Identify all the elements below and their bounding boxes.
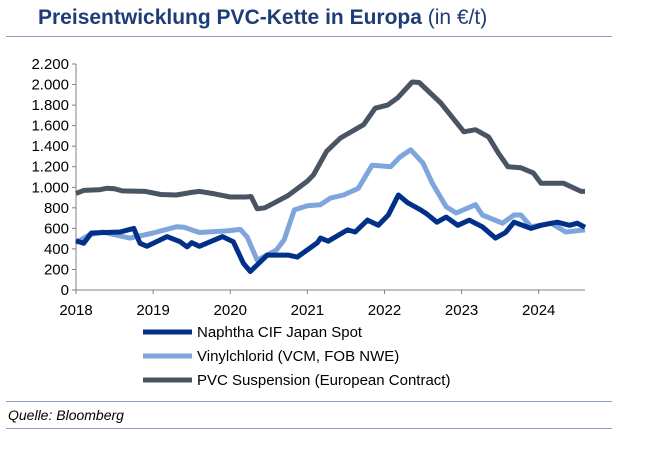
x-tick-label: 2018 xyxy=(59,302,92,319)
axes: 0 200 400 600 800 1.000 1.200 1.400 1.600 1.800 2.… xyxy=(31,56,585,319)
source-note: Quelle: Bloomberg xyxy=(8,407,124,423)
y-tick-label: 1.400 xyxy=(31,138,69,155)
series-line-1 xyxy=(74,147,586,263)
y-tick-label: 0 xyxy=(61,282,69,299)
legend-label: Naphtha CIF Japan Spot xyxy=(197,324,363,341)
price-chart: 0 200 400 600 800 1.000 1.200 1.400 1.600 1.800 2.… xyxy=(31,56,587,389)
series-line-2 xyxy=(75,79,585,212)
legend-label: PVC Suspension (European Contract) xyxy=(197,372,450,389)
y-tick-label: 2.200 xyxy=(31,56,69,73)
y-tick-label: 2.000 xyxy=(31,77,69,94)
y-tick-label: 1.800 xyxy=(31,97,69,114)
x-tick-label: 2019 xyxy=(136,302,169,319)
x-tick-label: 2023 xyxy=(445,302,478,319)
chart-title: Preisentwicklung PVC-Kette in Europa (in… xyxy=(38,6,487,30)
title-divider xyxy=(6,36,612,37)
legend: Naphtha CIF Japan Spot Vinylchlorid (VCM,… xyxy=(143,324,450,389)
bottom-divider xyxy=(6,428,612,429)
legend-label: Vinylchlorid (VCM, FOB NWE) xyxy=(197,348,399,365)
x-tick-label: 2022 xyxy=(368,302,401,319)
source-divider xyxy=(6,401,612,402)
y-tick-label: 1.600 xyxy=(31,118,69,135)
title-main: Preisentwicklung PVC-Kette in Europa xyxy=(38,6,422,29)
y-tick-label: 200 xyxy=(44,261,69,278)
x-tick-label: 2020 xyxy=(214,302,247,319)
series-lines xyxy=(74,79,587,274)
y-tick-label: 400 xyxy=(44,241,69,258)
y-tick-label: 1.000 xyxy=(31,179,69,196)
x-tick-label: 2021 xyxy=(291,302,324,319)
y-tick-label: 800 xyxy=(44,200,69,217)
title-unit: (in €/t) xyxy=(427,6,488,29)
y-tick-label: 600 xyxy=(44,220,69,237)
y-tick-label: 1.200 xyxy=(31,159,69,176)
series-line-0 xyxy=(75,192,587,274)
x-tick-label: 2024 xyxy=(522,302,555,319)
